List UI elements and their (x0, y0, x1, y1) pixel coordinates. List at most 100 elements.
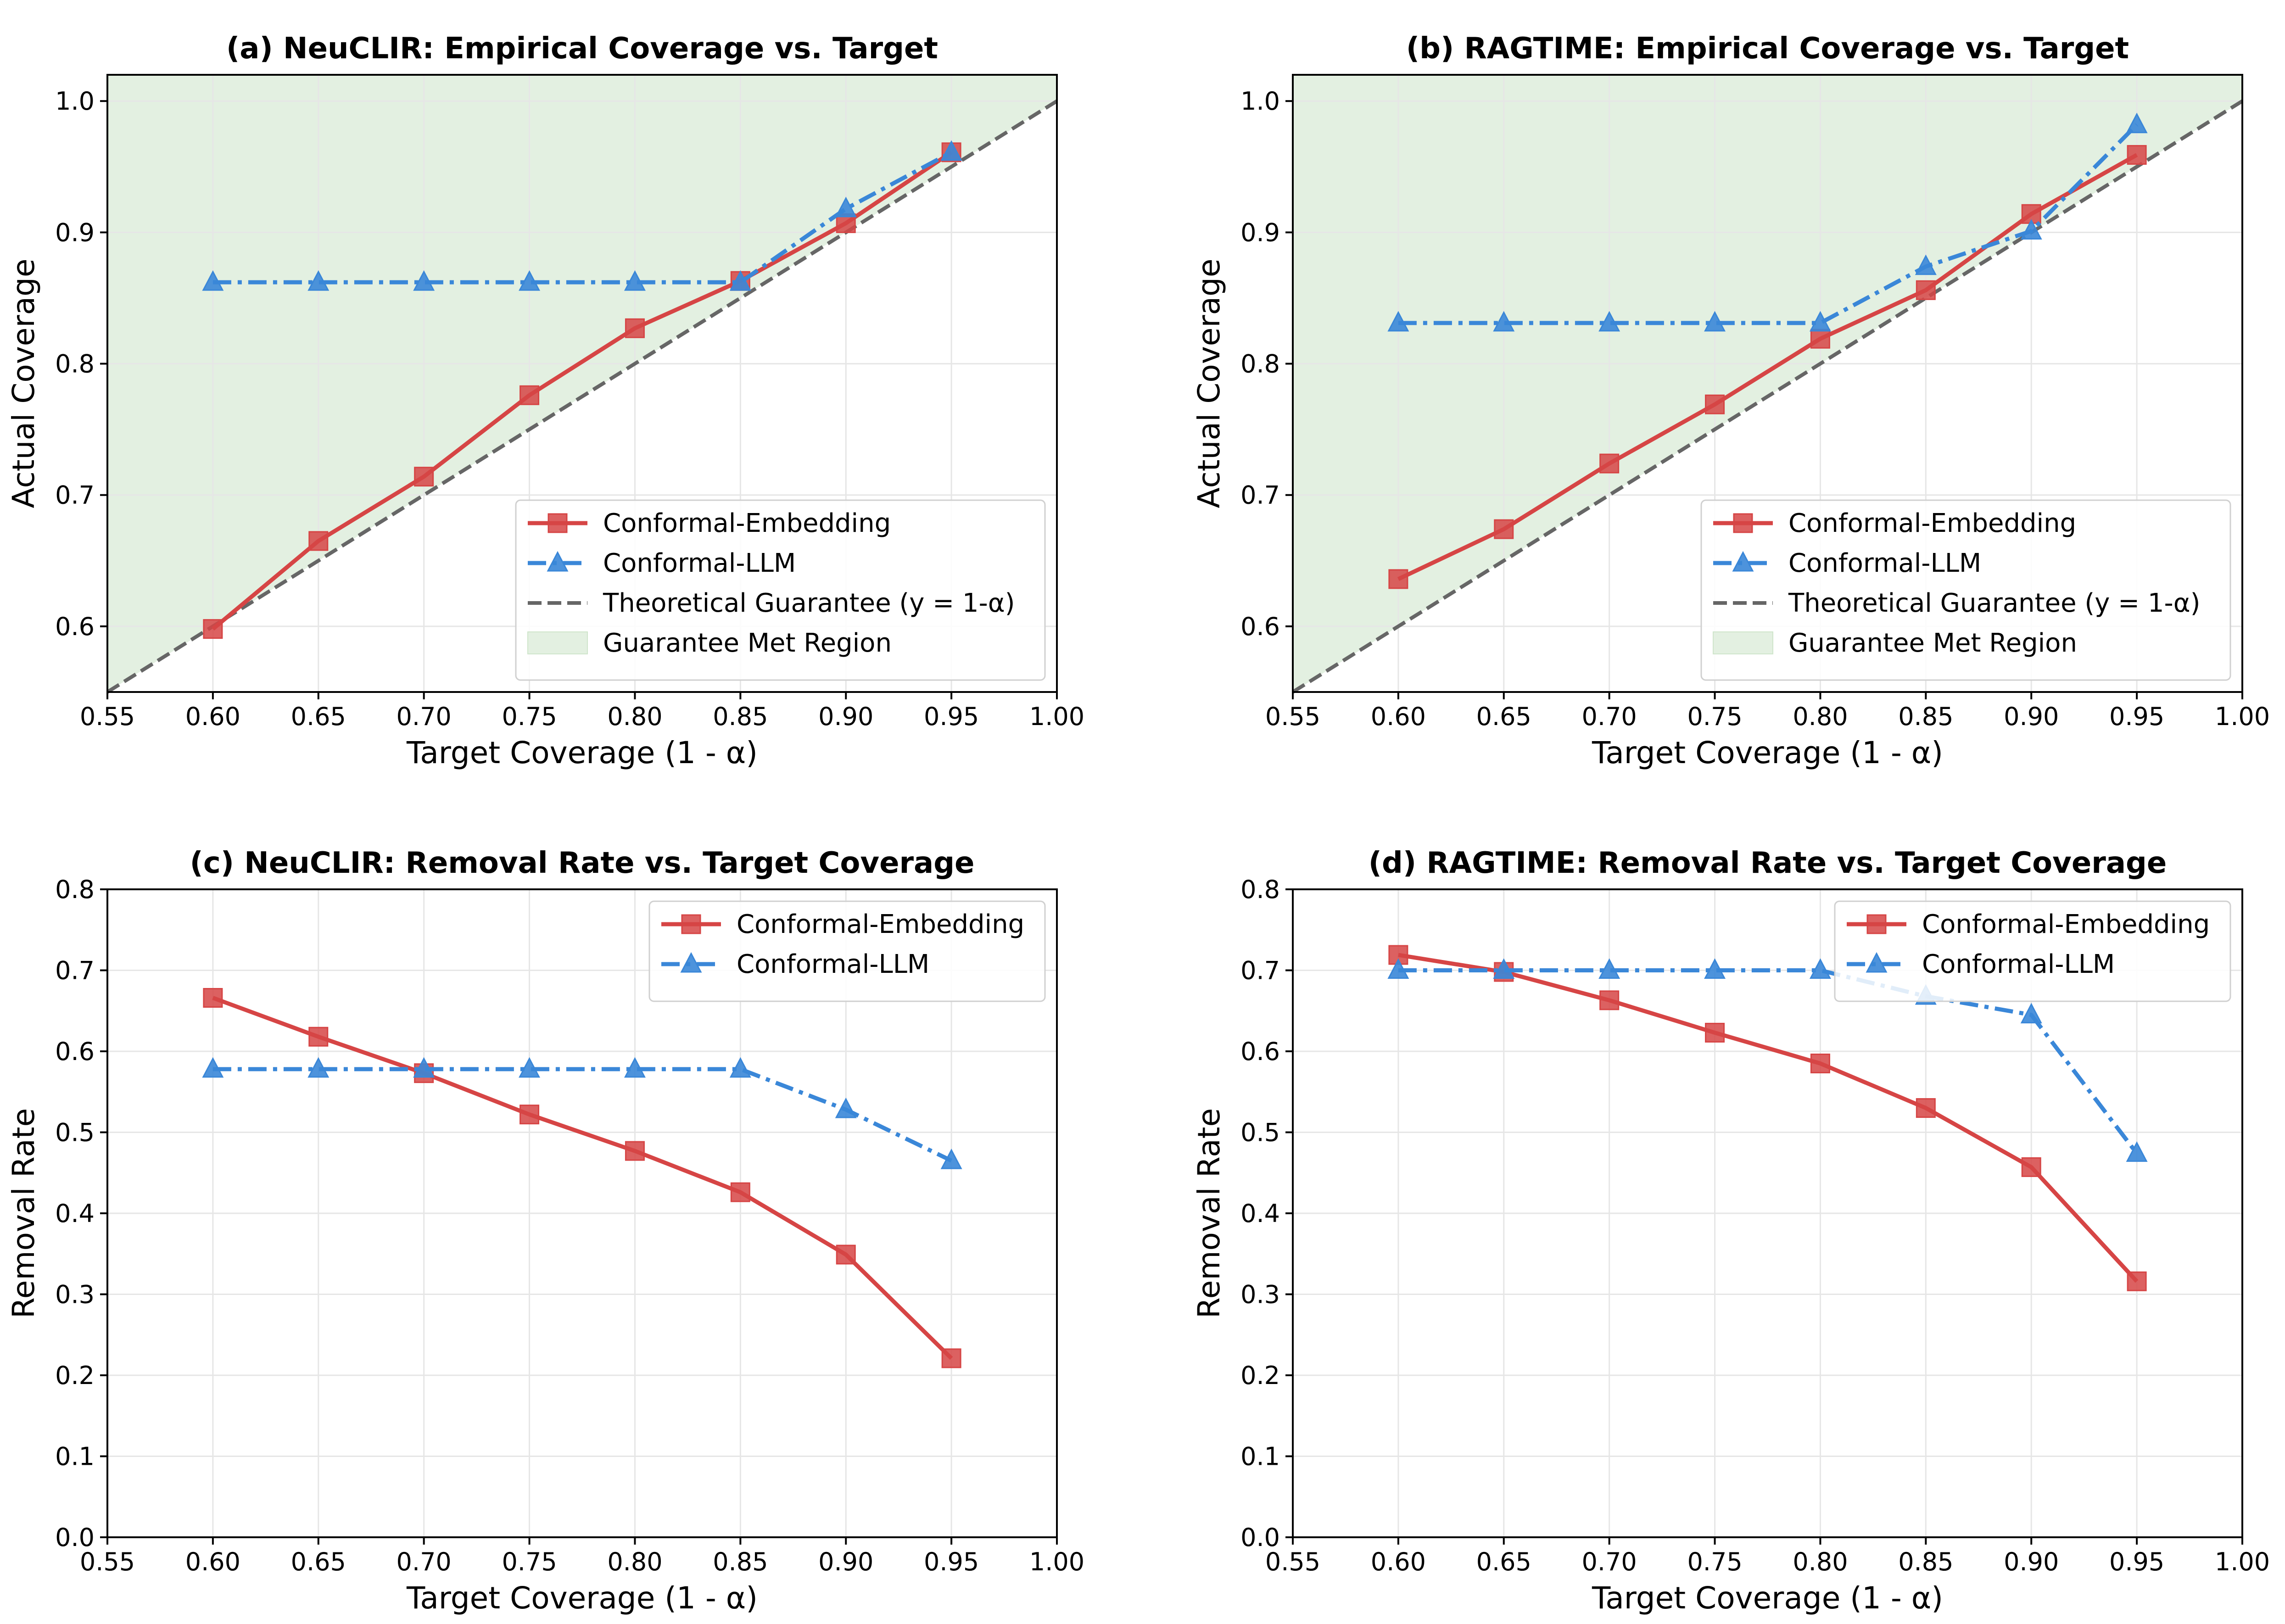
x-tick-label: 0.95 (2109, 702, 2164, 731)
x-tick-label: 0.85 (1898, 702, 1953, 731)
conformal-embedding-point (625, 1141, 645, 1161)
y-axis-label: Removal Rate (6, 1108, 41, 1318)
y-tick-label: 0.1 (1240, 1442, 1280, 1471)
y-tick-label: 0.0 (1240, 1523, 1280, 1552)
axes-frame (1292, 74, 2243, 693)
y-axis-label: Actual Coverage (6, 259, 41, 508)
x-tick-label: 0.60 (185, 702, 240, 731)
conformal-embedding-point (308, 531, 329, 551)
conformal-llm-line (1398, 968, 2139, 1155)
conformal-embedding-point (1916, 280, 1936, 300)
conformal-embedding-point (308, 1027, 329, 1047)
legend-label: Conformal-LLM (1922, 949, 2115, 979)
x-tick-label: 0.70 (397, 1547, 452, 1576)
legend-label: Conformal-Embedding (737, 910, 1024, 939)
x-axis-label: Target Coverage (1 - α) (1592, 1580, 1943, 1616)
conformal-llm-point (835, 1097, 857, 1118)
legend: Conformal-Embedding Conformal-LLM Theoreti… (515, 499, 1046, 681)
x-tick-label: 0.90 (2004, 1547, 2059, 1576)
conformal-embedding-point (1705, 394, 1725, 414)
conformal-llm-point (1493, 958, 1515, 979)
y-tick-label: 0.7 (55, 956, 95, 985)
conformal-llm-point (1598, 958, 1620, 979)
legend-label: Conformal-Embedding (603, 508, 891, 538)
legend-label: Conformal-Embedding (1788, 508, 2076, 538)
x-tick-label: 0.80 (1793, 1547, 1848, 1576)
x-tick-label: 0.75 (502, 1547, 557, 1576)
y-tick-label: 0.2 (1240, 1361, 1280, 1390)
x-tick-label: 1.00 (1029, 1547, 1084, 1576)
conformal-llm-point (519, 270, 541, 291)
conformal-llm-point (1915, 254, 1937, 275)
conformal-embedding-line (1397, 153, 2138, 581)
x-tick-label: 0.55 (1265, 702, 1320, 731)
y-tick-label: 0.6 (1240, 1037, 1280, 1066)
coverage-panel-neuclir: 0.55 0.60 0.65 0.70 0.75 0.80 0.85 0.90 0.95 1.00… (6, 32, 1084, 770)
y-tick-label: 0.8 (1240, 875, 1280, 904)
theoretical-guarantee-line (106, 99, 1058, 694)
x-axis-label: Target Coverage (1 - α) (1592, 735, 1943, 770)
x-tick-label: 0.85 (713, 702, 768, 731)
y-tick-label: 0.3 (1240, 1280, 1280, 1309)
conformal-llm-point (519, 1057, 541, 1078)
x-tick-label: 0.90 (818, 1547, 873, 1576)
x-tick-label: 0.85 (713, 1547, 768, 1576)
legend-label: Guarantee Met Region (603, 628, 892, 658)
legend-label: Conformal-LLM (737, 949, 929, 979)
conformal-llm-point (1598, 311, 1620, 332)
conformal-llm-point (2020, 1003, 2042, 1024)
conformal-llm-point (835, 196, 857, 218)
y-tick-label: 0.1 (55, 1442, 95, 1471)
x-tick-label: 0.65 (1476, 1547, 1531, 1576)
legend-label: Conformal-LLM (603, 548, 796, 578)
legend: Conformal-Embedding Conformal-LLM (1834, 900, 2231, 1002)
conformal-llm-line (1398, 123, 2139, 325)
conformal-embedding-point (414, 467, 434, 487)
y-tick-label: 0.7 (1240, 956, 1280, 985)
conformal-embedding-point (2021, 1157, 2041, 1177)
y-axis-label: Removal Rate (1191, 1108, 1227, 1318)
y-tick-label: 0.5 (55, 1118, 95, 1147)
conformal-embedding-point (2127, 145, 2147, 165)
conformal-llm-point (729, 1057, 751, 1078)
conformal-llm-point (624, 1057, 646, 1078)
x-tick-label: 0.60 (1371, 702, 1426, 731)
conformal-embedding-point (1810, 1053, 1830, 1073)
legend-label: Guarantee Met Region (1788, 628, 2077, 658)
coverage-panel-ragtime: 0.55 0.60 0.65 0.70 0.75 0.80 0.85 0.90 0.95 1.00… (1191, 32, 2270, 770)
y-tick-label: 0.8 (55, 350, 95, 379)
x-tick-label: 0.75 (1687, 1547, 1742, 1576)
x-tick-label: 0.80 (1793, 702, 1848, 731)
legend-marker-conformal-llm (547, 551, 569, 572)
conformal-embedding-line (212, 996, 953, 1360)
conformal-embedding-point (1599, 990, 1620, 1010)
conformal-llm-point (1387, 958, 1409, 979)
conformal-llm-point (413, 270, 435, 291)
x-tick-label: 0.75 (1687, 702, 1742, 731)
legend-box (1700, 499, 2231, 681)
conformal-llm-point (202, 270, 224, 291)
chart-title: (c) NeuCLIR: Removal Rate vs. Target Cov… (190, 846, 975, 880)
conformal-embedding-point (1599, 453, 1620, 474)
y-tick-label: 0.7 (55, 481, 95, 510)
legend-label: Conformal-LLM (1788, 548, 1981, 578)
legend-label: Theoretical Guarantee (y = 1-α) (603, 588, 1015, 618)
chart-title: (b) RAGTIME: Empirical Coverage vs. Targ… (1406, 32, 2129, 66)
legend-swatch-region (527, 631, 588, 654)
y-tick-label: 0.6 (55, 1037, 95, 1066)
conformal-embedding-point (520, 385, 540, 405)
conformal-embedding-point (941, 1348, 961, 1368)
removal-rate-panel-neuclir: 0.55 0.60 0.65 0.70 0.75 0.80 0.85 0.90 0.95 1.00… (6, 846, 1084, 1616)
y-tick-label: 0.0 (55, 1523, 95, 1552)
y-tick-label: 0.5 (1240, 1118, 1280, 1147)
conformal-llm-point (2126, 112, 2148, 134)
x-tick-label: 0.95 (924, 702, 979, 731)
x-tick-label: 0.90 (818, 702, 873, 731)
legend-marker-conformal-embedding (548, 513, 568, 533)
conformal-embedding-point (1494, 519, 1514, 539)
removal-rate-panel-ragtime: 0.55 0.60 0.65 0.70 0.75 0.80 0.85 0.90 0.95 1.00… (1191, 846, 2270, 1616)
legend-marker-conformal-embedding (1733, 513, 1753, 533)
legend: Conformal-Embedding Conformal-LLM (648, 900, 1046, 1002)
conformal-embedding-point (1388, 569, 1408, 589)
